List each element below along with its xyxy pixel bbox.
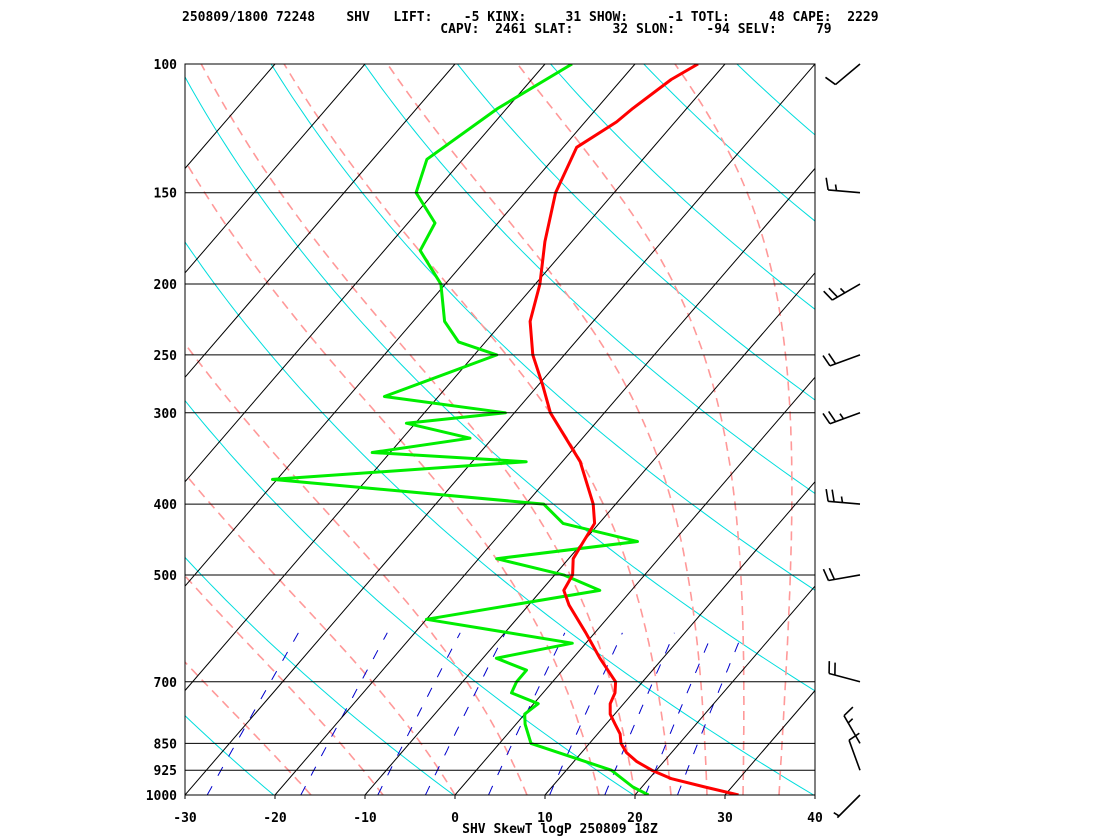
isotherm: [185, 64, 366, 274]
wind-barb: [828, 661, 861, 683]
isotherm: [814, 794, 815, 795]
wind-barb: [823, 283, 861, 301]
isotherm: [0, 64, 95, 795]
x-tick-label: 0: [451, 811, 459, 826]
x-tick-label: 20: [627, 811, 643, 826]
isotherm: [185, 64, 276, 170]
wind-barb: [822, 353, 861, 367]
isotherm: [274, 167, 815, 795]
isotherm: [185, 64, 636, 587]
pressure-label: 1000: [146, 789, 177, 804]
pressure-label: 500: [154, 569, 178, 584]
pressure-label: 150: [154, 187, 178, 202]
dry-adiabat: [550, 64, 815, 310]
pressure-label: 850: [154, 737, 178, 752]
isotherm: [454, 376, 815, 795]
isotherm: [185, 64, 546, 483]
pressure-label: 250: [154, 349, 178, 364]
isotherm: [634, 585, 815, 795]
x-tick-label: -10: [353, 811, 377, 826]
pressure-label: 925: [154, 764, 177, 779]
wind-barb: [825, 177, 861, 194]
mixing-ratio-line: [300, 632, 388, 795]
dry-adiabat: [185, 715, 275, 795]
mixing-ratio-line: [377, 632, 461, 795]
pressure-label: 300: [154, 407, 178, 422]
isotherm: [724, 689, 815, 795]
wind-barb: [822, 567, 861, 582]
isotherm: [185, 64, 456, 379]
mixing-ratio-line: [424, 632, 506, 795]
moist-adiabat: [185, 472, 456, 795]
dewpoint-profile: [271, 64, 650, 795]
pressure-label: 100: [154, 58, 178, 73]
pressure-label: 200: [154, 278, 178, 293]
dry-adiabat: [185, 75, 815, 692]
mixing-ratio-line: [206, 632, 299, 795]
dry-adiabat: [363, 64, 815, 495]
dry-adiabat: [830, 64, 1120, 795]
wind-barb: [848, 732, 861, 771]
wind-barb: [825, 63, 861, 86]
plot-frame: [184, 63, 816, 796]
isotherm: [544, 480, 815, 795]
wind-barb: [843, 706, 861, 744]
dry-adiabat: [736, 64, 815, 136]
moist-adiabat: [674, 64, 793, 795]
isotherm: [0, 64, 5, 795]
temperature-profile: [528, 64, 739, 795]
x-tick-label: -20: [263, 811, 287, 826]
sounding-indices-line-1: 250809/1800 72248 SHV LIFT: -5 KINX: 31 …: [182, 10, 879, 25]
x-tick-label: 10: [537, 811, 553, 826]
wind-barb: [822, 410, 861, 425]
moist-adiabat: [200, 64, 636, 795]
wind-barb: [825, 488, 861, 505]
dry-adiabat: [643, 64, 815, 222]
pressure-label: 700: [154, 676, 178, 691]
isotherm: [185, 64, 815, 795]
mixing-ratio-line: [677, 632, 744, 795]
dry-adiabat: [185, 556, 454, 795]
x-tick-label: -30: [173, 811, 197, 826]
mixing-ratio-line: [549, 632, 623, 795]
x-tick-label: 30: [717, 811, 733, 826]
moist-adiabat: [283, 64, 672, 795]
moist-adiabat: [185, 342, 528, 795]
pressure-label: 400: [154, 498, 178, 513]
moist-adiabat: [185, 574, 384, 795]
dry-adiabat: [457, 64, 815, 401]
mixing-ratio-line: [488, 632, 566, 795]
sounding-indices-line-2: CAPV: 2461 SLAT: 32 SLON: -94 SELV: 79: [182, 22, 832, 37]
isotherm: [185, 64, 726, 692]
dry-adiabat: [185, 241, 814, 795]
chart-title: SHV SkewT logP 250809 18Z: [462, 822, 658, 837]
isotherm: [364, 272, 815, 795]
wind-barb: [833, 794, 861, 819]
dry-adiabat: [270, 64, 815, 591]
x-tick-label: 40: [807, 811, 823, 826]
moist-adiabat: [185, 159, 600, 795]
dry-adiabat: [185, 399, 634, 795]
